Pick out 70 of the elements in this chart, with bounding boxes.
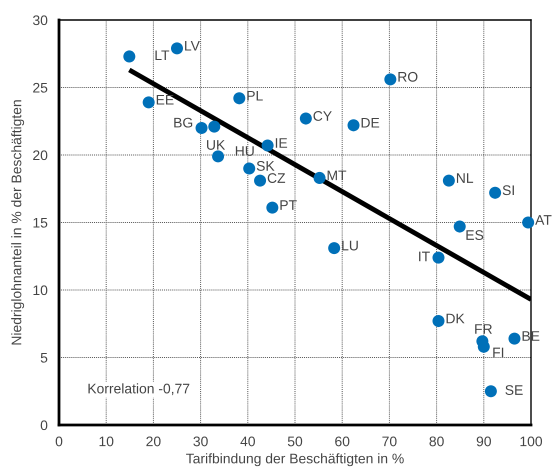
y-tick-label: 5 bbox=[40, 352, 48, 363]
x-tick-label: 100 bbox=[520, 436, 542, 446]
annotation: FR bbox=[475, 324, 492, 334]
point bbox=[489, 186, 502, 199]
x-tick-label: 80 bbox=[429, 436, 444, 446]
annotation: LT bbox=[155, 50, 170, 60]
annotation: DK bbox=[446, 314, 465, 324]
annotation: MT bbox=[328, 170, 346, 180]
point bbox=[384, 73, 396, 86]
point bbox=[208, 120, 220, 133]
point bbox=[432, 252, 444, 264]
point bbox=[170, 42, 184, 54]
annotation: CZ bbox=[268, 173, 286, 183]
point bbox=[212, 150, 224, 162]
y-tick-label: 15 bbox=[34, 218, 48, 228]
annotation: UK bbox=[207, 140, 226, 150]
point bbox=[454, 220, 466, 233]
point bbox=[233, 92, 246, 104]
x-tick-label: 60 bbox=[335, 436, 350, 446]
annotation: SI bbox=[502, 185, 514, 196]
annotation: CY bbox=[314, 111, 332, 121]
x-tick-label: 40 bbox=[240, 436, 255, 446]
x-tick-label: 10 bbox=[100, 436, 114, 446]
annotation: PL bbox=[247, 90, 263, 101]
y-tick-label: 25 bbox=[33, 82, 48, 93]
point bbox=[442, 174, 455, 187]
x-tick-label: 30 bbox=[193, 436, 208, 446]
y-axis-title: Niedriglohnanteil in % der Beschäftigten bbox=[11, 100, 24, 344]
point bbox=[254, 174, 266, 187]
annotation: HU bbox=[236, 146, 254, 156]
point bbox=[196, 122, 208, 134]
annotation: AT bbox=[535, 215, 552, 225]
x-tick-label: 70 bbox=[382, 436, 397, 446]
y-tick-label: 10 bbox=[34, 285, 48, 296]
point bbox=[266, 202, 278, 214]
annotation: Korrelation -0,77 bbox=[88, 383, 190, 396]
annotation: PT bbox=[280, 200, 297, 210]
x-axis-title: Tarifbindung der Beschäftigten in % bbox=[186, 453, 404, 466]
point bbox=[314, 172, 326, 184]
annotation: NL bbox=[456, 173, 474, 183]
annotation: SK bbox=[256, 161, 275, 171]
annotation: FI bbox=[493, 348, 504, 358]
annotation: ES bbox=[466, 230, 484, 240]
y-tick-label: 20 bbox=[33, 150, 48, 160]
annotation: LU bbox=[342, 240, 358, 250]
x-tick-label: 50 bbox=[288, 436, 302, 446]
y-tick-label: 0 bbox=[40, 420, 48, 430]
point bbox=[432, 315, 444, 328]
point bbox=[522, 216, 534, 229]
point bbox=[243, 162, 256, 175]
y-tick-label: 30 bbox=[32, 15, 48, 26]
point bbox=[262, 140, 274, 152]
annotation: BG bbox=[174, 118, 192, 128]
point bbox=[348, 119, 360, 132]
annotation: LV bbox=[185, 41, 200, 51]
x-tick-label: 90 bbox=[476, 436, 491, 446]
annotation: SE bbox=[505, 385, 523, 395]
point bbox=[142, 96, 155, 108]
point bbox=[508, 332, 520, 345]
annotation: DE bbox=[362, 118, 380, 128]
annotation: EE bbox=[156, 95, 174, 105]
x-tick-label: 0 bbox=[56, 436, 62, 446]
point bbox=[484, 385, 497, 398]
point bbox=[300, 112, 312, 125]
point bbox=[123, 50, 136, 62]
x-tick-label: 20 bbox=[146, 436, 161, 446]
annotation: RO bbox=[398, 72, 418, 82]
point bbox=[328, 242, 340, 254]
annotation: IT bbox=[419, 252, 430, 262]
annotation: IE bbox=[276, 138, 288, 148]
